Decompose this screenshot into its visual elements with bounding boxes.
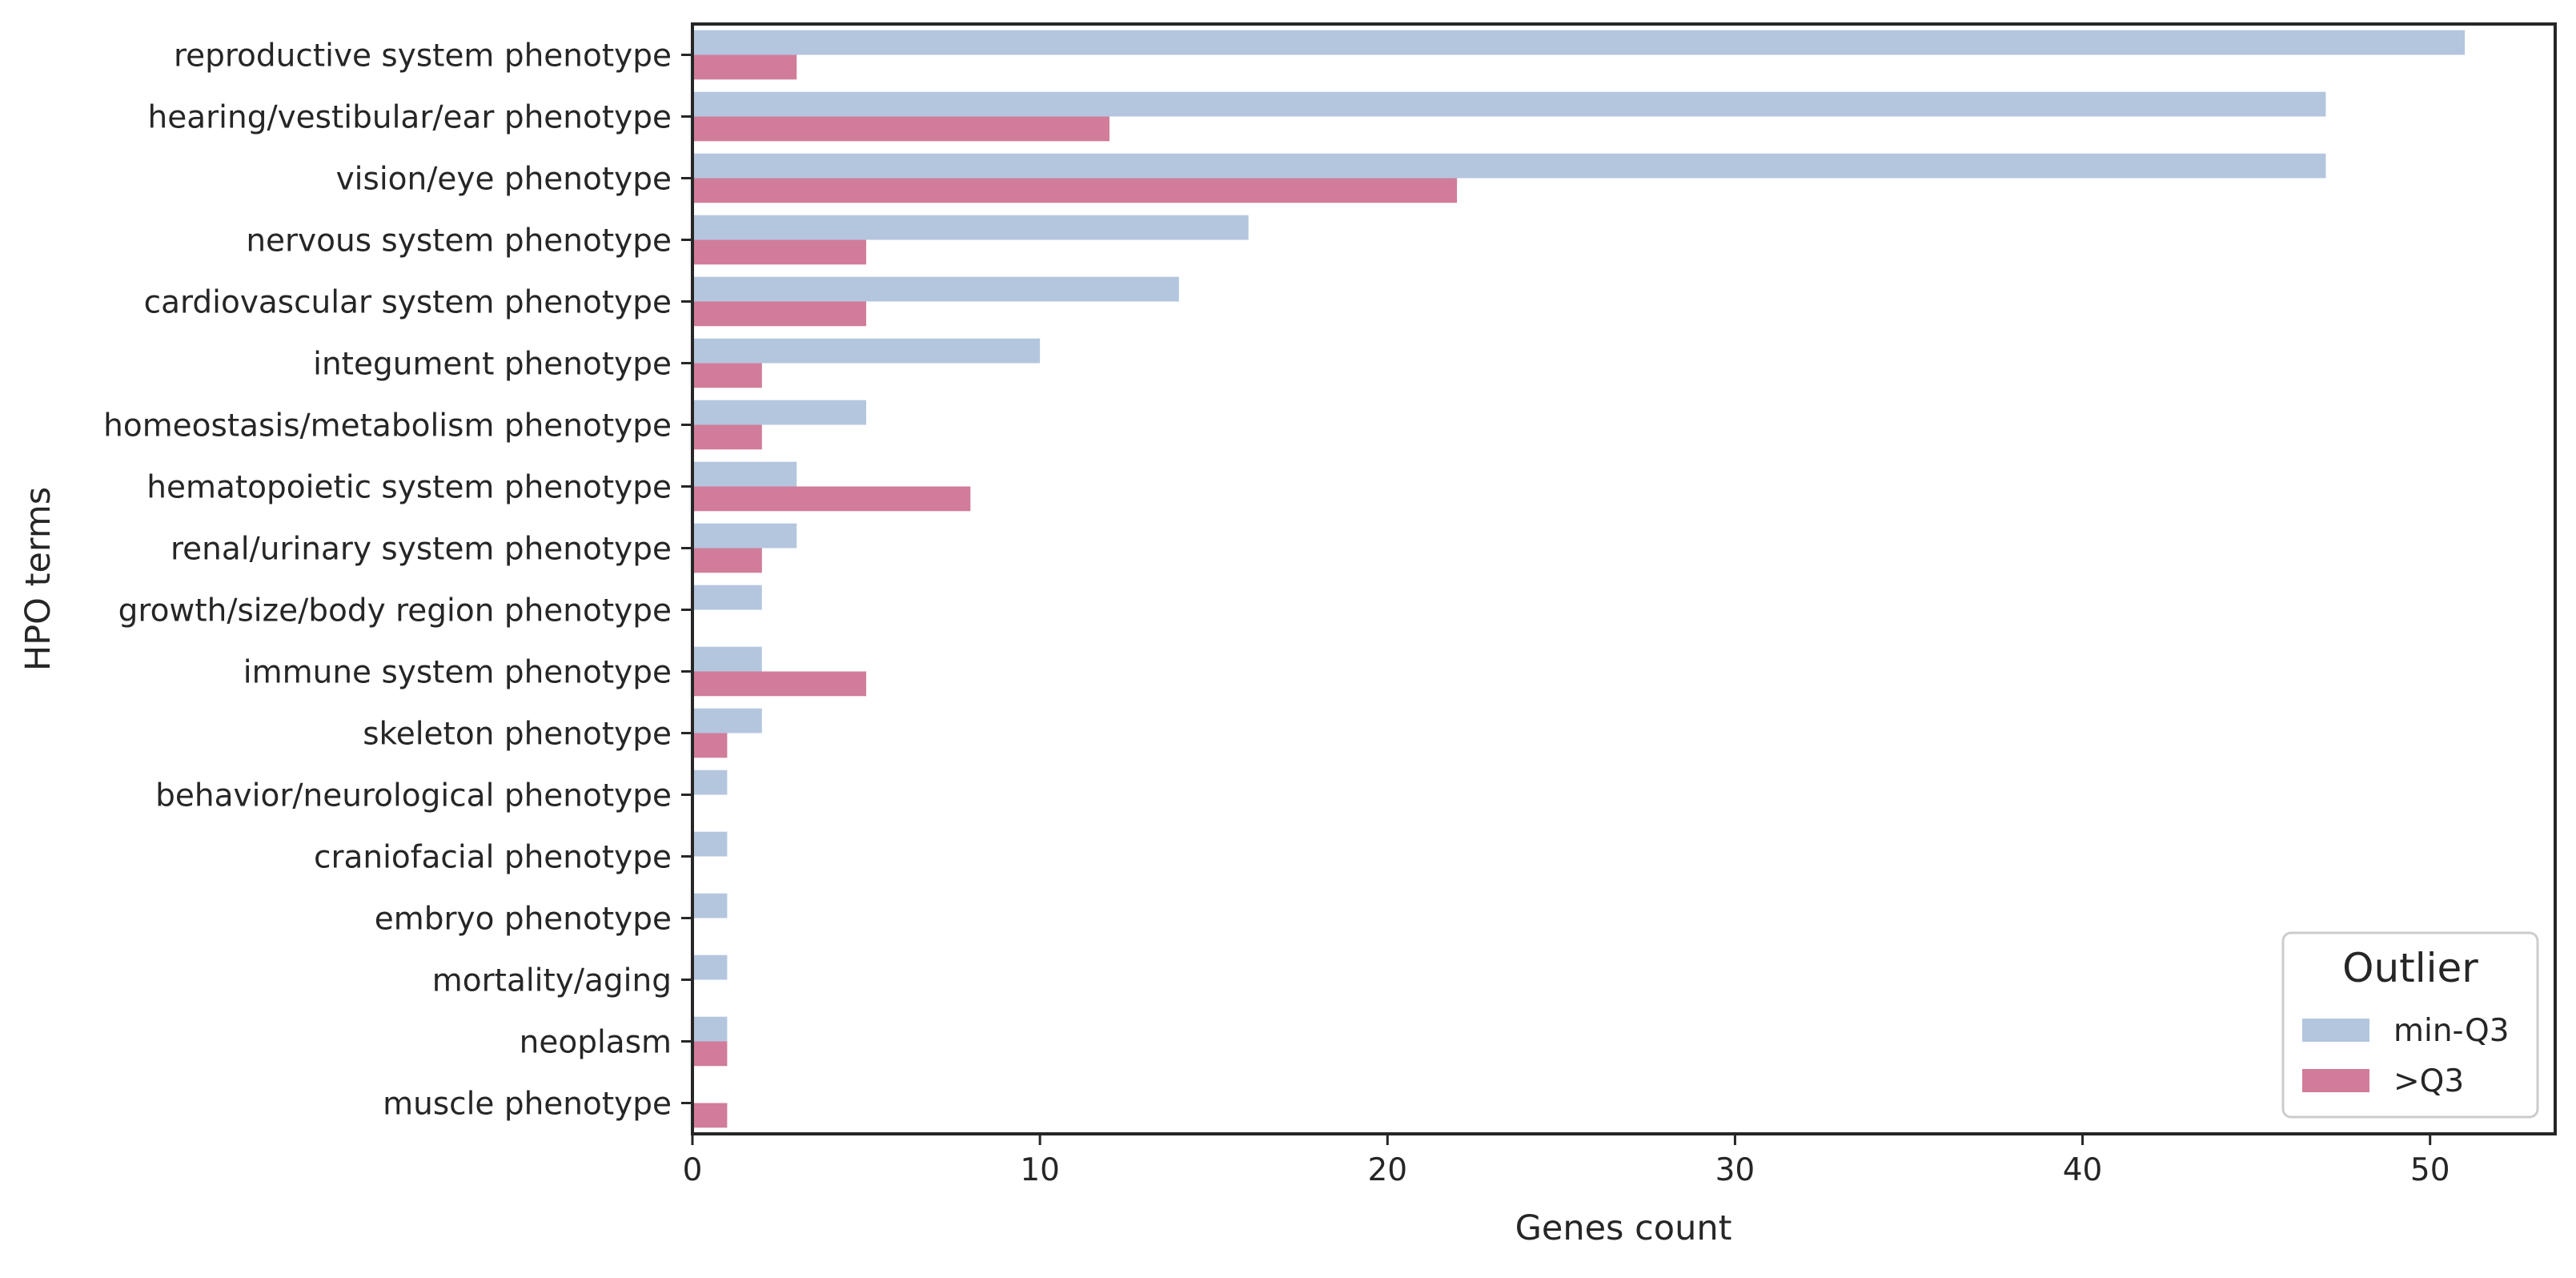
legend-label-min-q3: min-Q3 — [2393, 1013, 2510, 1049]
bar-gt-q3-skeleton-phenotype — [692, 733, 728, 758]
bar-gt-q3-cardiovascular-system-phenotype — [692, 301, 867, 327]
bar-min-q3-cardiovascular-system-phenotype — [692, 276, 1179, 302]
y-tick-label: embryo phenotype — [375, 902, 672, 938]
bar-min-q3-skeleton-phenotype — [692, 708, 762, 733]
plot-frame — [691, 22, 2557, 1135]
y-tick-label: homeostasis/metabolism phenotype — [103, 408, 672, 444]
y-axis-title: HPO terms — [18, 487, 58, 671]
y-tick-label: nervous system phenotype — [246, 223, 672, 259]
y-tick-label: skeleton phenotype — [363, 717, 672, 753]
legend-swatch-gt-q3 — [2302, 1069, 2369, 1092]
bar-min-q3-growth-size-body-region-phenotype — [692, 585, 762, 610]
y-tick-label: muscle phenotype — [383, 1087, 672, 1123]
y-tick-label: behavior/neurological phenotype — [155, 778, 672, 814]
bar-gt-q3-renal-urinary-system-phenotype — [692, 548, 762, 573]
bar-gt-q3-immune-system-phenotype — [692, 671, 867, 697]
x-tick-label: 0 — [683, 1152, 703, 1188]
bar-min-q3-craniofacial-phenotype — [692, 831, 728, 857]
x-tick-label: 10 — [1020, 1152, 1060, 1188]
y-tick-label: craniofacial phenotype — [314, 840, 672, 876]
legend-label-gt-q3: >Q3 — [2393, 1063, 2464, 1099]
bar-min-q3-behavior-neurological-phenotype — [692, 770, 728, 795]
y-axis-ticks: reproductive system phenotype hearing/ves… — [103, 38, 692, 1123]
x-tick-label: 40 — [2063, 1152, 2103, 1188]
bar-min-q3-mortality-aging — [692, 954, 728, 980]
bar-gt-q3-integument-phenotype — [692, 363, 762, 388]
bar-gt-q3-nervous-system-phenotype — [692, 239, 867, 265]
bar-min-q3-nervous-system-phenotype — [692, 215, 1249, 240]
y-tick-label: cardiovascular system phenotype — [144, 285, 672, 321]
y-tick-label: mortality/aging — [432, 963, 672, 999]
x-tick-label: 30 — [1715, 1152, 1755, 1188]
y-tick-label: hearing/vestibular/ear phenotype — [148, 100, 672, 136]
y-tick-label: renal/urinary system phenotype — [171, 532, 672, 568]
y-tick-label: integument phenotype — [313, 347, 672, 383]
y-tick-label: growth/size/body region phenotype — [118, 593, 672, 629]
x-tick-label: 20 — [1367, 1152, 1407, 1188]
bar-gt-q3-homeostasis-metabolism-phenotype — [692, 424, 762, 450]
bar-min-q3-reproductive-system-phenotype — [692, 30, 2466, 55]
bar-min-q3-homeostasis-metabolism-phenotype — [692, 400, 867, 425]
y-tick-label: immune system phenotype — [243, 655, 672, 691]
legend-title: Outlier — [2342, 945, 2478, 991]
legend-swatch-min-q3 — [2302, 1019, 2369, 1042]
legend: Outlier min-Q3 >Q3 — [2281, 931, 2539, 1119]
bar-gt-q3-muscle-phenotype — [692, 1103, 728, 1128]
bar-min-q3-hematopoietic-system-phenotype — [692, 461, 797, 487]
bar-min-q3-embryo-phenotype — [692, 893, 728, 918]
bars-layer — [692, 30, 2466, 1128]
x-axis-title: Genes count — [1515, 1208, 1732, 1248]
bar-min-q3-integument-phenotype — [692, 338, 1041, 364]
bar-min-q3-hearing-vestibular-ear-phenotype — [692, 91, 2326, 117]
bar-gt-q3-hearing-vestibular-ear-phenotype — [692, 116, 1109, 142]
bar-min-q3-immune-system-phenotype — [692, 646, 762, 672]
bar-gt-q3-hematopoietic-system-phenotype — [692, 486, 971, 512]
bar-min-q3-vision-eye-phenotype — [692, 153, 2326, 179]
x-tick-label: 50 — [2410, 1152, 2450, 1188]
y-tick-label: neoplasm — [520, 1025, 672, 1061]
bar-gt-q3-neoplasm — [692, 1041, 728, 1067]
x-axis-ticks: 0 10 20 30 40 50 — [683, 1134, 2450, 1188]
bar-gt-q3-vision-eye-phenotype — [692, 178, 1458, 203]
bar-min-q3-neoplasm — [692, 1016, 728, 1042]
bar-min-q3-renal-urinary-system-phenotype — [692, 523, 797, 549]
y-tick-label: vision/eye phenotype — [336, 162, 672, 198]
y-tick-label: reproductive system phenotype — [174, 38, 672, 74]
bar-gt-q3-reproductive-system-phenotype — [692, 54, 797, 80]
y-tick-label: hematopoietic system phenotype — [146, 470, 672, 506]
